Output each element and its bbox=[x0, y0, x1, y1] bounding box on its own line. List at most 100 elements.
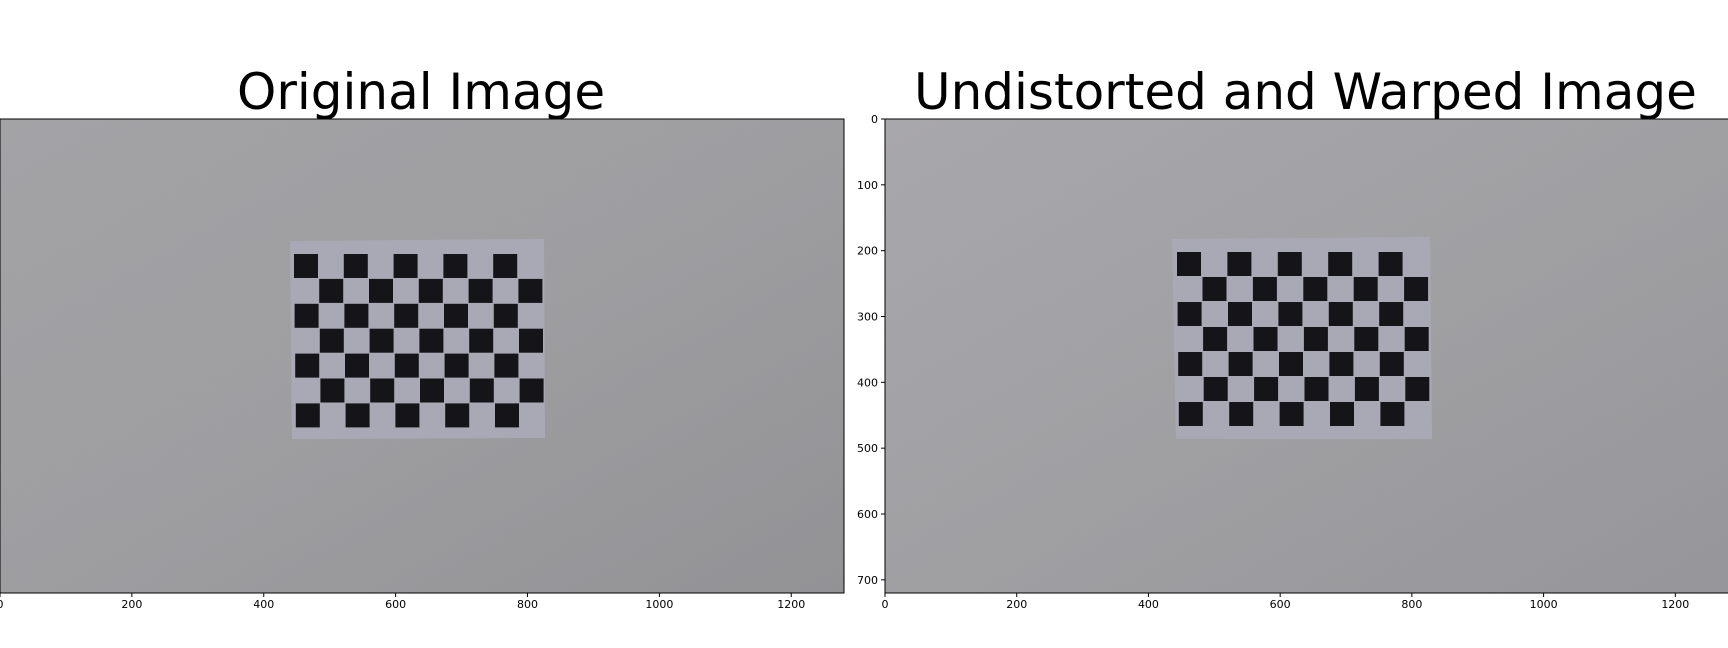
checker-square bbox=[1330, 402, 1354, 426]
checker-square bbox=[444, 303, 468, 328]
panel-title-original: Original Image bbox=[237, 63, 606, 121]
checker-square bbox=[1254, 377, 1279, 401]
x-tick-label: 200 bbox=[121, 598, 142, 611]
x-tick-label: 400 bbox=[1138, 598, 1159, 611]
axes-frame-original bbox=[0, 118, 845, 594]
checker-square bbox=[519, 378, 544, 403]
checker-square bbox=[394, 303, 419, 328]
checker-square bbox=[1405, 377, 1430, 401]
y-axis-undistorted: 0 100 200 300 400 500 600 700 bbox=[857, 113, 885, 587]
x-tick-label: 1000 bbox=[1530, 598, 1558, 611]
x-tick-label: 200 bbox=[1006, 598, 1027, 611]
checker-square bbox=[1202, 277, 1227, 301]
y-tick-label: 300 bbox=[857, 311, 878, 324]
checkerboard-original bbox=[290, 239, 545, 439]
checker-square bbox=[395, 403, 420, 428]
checker-square bbox=[1378, 252, 1403, 276]
y-tick-label: 500 bbox=[857, 442, 878, 455]
y-tick-label: 400 bbox=[857, 376, 878, 389]
checker-square bbox=[1329, 352, 1354, 376]
checker-square bbox=[394, 353, 419, 378]
checker-square bbox=[294, 303, 319, 328]
checker-square bbox=[519, 328, 543, 353]
checker-square bbox=[1279, 352, 1303, 376]
x-tick-label: 1000 bbox=[645, 598, 673, 611]
checker-square bbox=[1177, 302, 1202, 326]
checker-square bbox=[1304, 377, 1329, 401]
y-tick-label: 600 bbox=[857, 508, 878, 521]
checker-square bbox=[468, 278, 493, 303]
checkerboard-undistorted bbox=[1172, 237, 1432, 439]
checker-square bbox=[369, 278, 393, 303]
checker-square bbox=[1203, 327, 1228, 351]
checker-square bbox=[1253, 327, 1278, 351]
checker-square bbox=[343, 254, 368, 278]
checker-square bbox=[1404, 327, 1429, 351]
x-tick-label: 600 bbox=[385, 598, 406, 611]
checker-square bbox=[1252, 277, 1277, 301]
x-tick-label: 800 bbox=[517, 598, 538, 611]
checker-square bbox=[1177, 252, 1201, 276]
checker-square bbox=[1228, 352, 1253, 376]
checker-square bbox=[1277, 252, 1302, 276]
panel-undistorted: 0 200 400 600 800 1000 1200 0 100 200 300 400 500 60… bbox=[857, 113, 1728, 611]
checker-square bbox=[1229, 402, 1254, 426]
checker-square bbox=[493, 303, 518, 328]
y-tick-label: 200 bbox=[857, 245, 878, 258]
checker-square bbox=[320, 378, 345, 403]
checker-square bbox=[1178, 352, 1203, 376]
checker-square bbox=[345, 353, 369, 378]
checker-square bbox=[1404, 277, 1429, 301]
checker-square bbox=[1278, 302, 1303, 326]
checker-square bbox=[1227, 252, 1252, 276]
checker-square bbox=[494, 353, 519, 378]
checker-square bbox=[294, 254, 318, 278]
x-tick-label: 800 bbox=[1401, 598, 1422, 611]
checker-square bbox=[393, 254, 418, 278]
checker-square bbox=[319, 328, 344, 353]
checker-square bbox=[1303, 327, 1328, 351]
panel-title-undistorted: Undistorted and Warped Image bbox=[914, 63, 1697, 121]
x-tick-label: 400 bbox=[253, 598, 274, 611]
checker-square bbox=[1279, 402, 1304, 426]
checker-square bbox=[518, 278, 543, 303]
checker-square bbox=[1203, 377, 1228, 401]
checker-square bbox=[493, 254, 518, 278]
checker-square bbox=[345, 403, 370, 428]
checker-square bbox=[1380, 402, 1405, 426]
panel-original: 0 200 400 600 800 1000 1200 bbox=[0, 118, 845, 611]
checker-square bbox=[418, 278, 443, 303]
y-tick-label: 0 bbox=[871, 113, 878, 126]
checker-square bbox=[1303, 277, 1328, 301]
x-tick-label: 0 bbox=[882, 598, 889, 611]
x-axis-original: 0 200 400 600 800 1000 1200 bbox=[0, 593, 805, 611]
checker-square bbox=[420, 378, 444, 403]
x-tick-label: 600 bbox=[1270, 598, 1291, 611]
checker-square bbox=[295, 353, 320, 378]
checker-square bbox=[344, 303, 369, 328]
checker-square bbox=[443, 254, 468, 278]
checker-square bbox=[1228, 302, 1252, 326]
checker-square bbox=[1354, 327, 1379, 351]
y-tick-label: 700 bbox=[857, 574, 878, 587]
checker-square bbox=[419, 328, 444, 353]
checker-square bbox=[1354, 377, 1379, 401]
checker-square bbox=[495, 403, 519, 428]
x-axis-undistorted: 0 200 400 600 800 1000 1200 bbox=[882, 593, 1689, 611]
checker-square bbox=[469, 328, 494, 353]
checker-square bbox=[1379, 352, 1404, 376]
checker-square bbox=[1178, 402, 1203, 426]
y-tick-label: 100 bbox=[857, 179, 878, 192]
checker-square bbox=[1379, 302, 1404, 326]
checker-square bbox=[295, 403, 320, 428]
checker-square bbox=[1328, 252, 1353, 276]
checker-square bbox=[469, 378, 494, 403]
checker-square bbox=[370, 378, 395, 403]
checker-square bbox=[1353, 277, 1378, 301]
checker-square bbox=[444, 353, 469, 378]
x-tick-label: 0 bbox=[0, 598, 4, 611]
x-tick-label: 1200 bbox=[1661, 598, 1689, 611]
x-tick-label: 1200 bbox=[777, 598, 805, 611]
checker-square bbox=[319, 278, 344, 303]
